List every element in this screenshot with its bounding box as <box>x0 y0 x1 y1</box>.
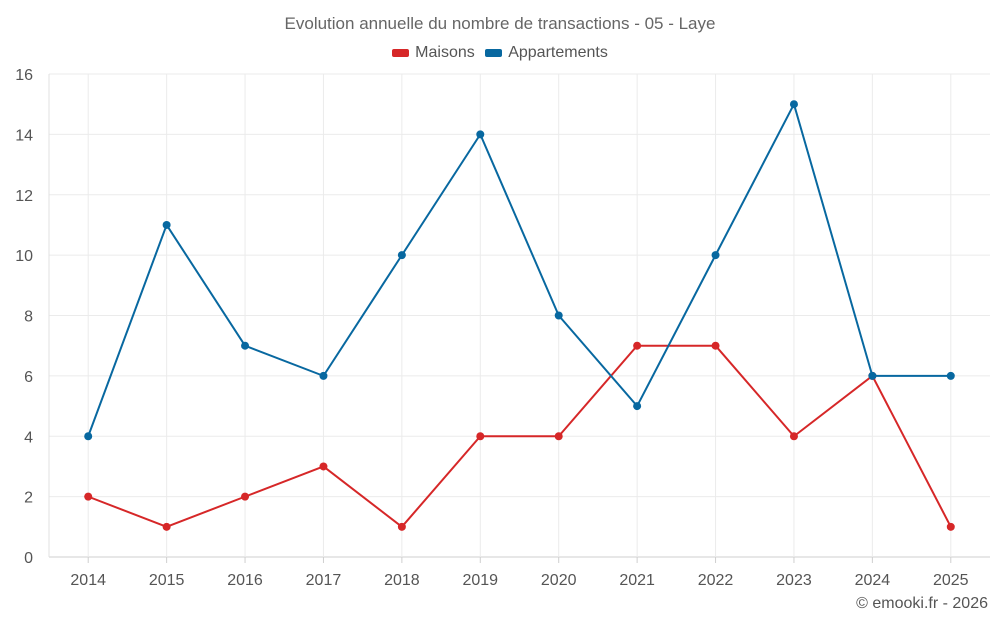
x-tick-label-2014: 2014 <box>70 572 106 589</box>
x-tick-label-2019: 2019 <box>462 572 498 589</box>
data-point-appartements-2019 <box>476 130 485 139</box>
credit-text: © emooki.fr - 2026 <box>856 595 988 612</box>
chart-legend: Maisons Appartements <box>0 44 1000 62</box>
x-tick-label-2018: 2018 <box>384 572 420 589</box>
data-point-maisons-2022 <box>711 341 720 350</box>
data-point-appartements-2020 <box>554 311 563 320</box>
x-tick-label-2022: 2022 <box>698 572 734 589</box>
y-tick-label-12: 12 <box>15 188 33 205</box>
x-tick-label-2025: 2025 <box>933 572 969 589</box>
y-tick-label-14: 14 <box>15 127 33 144</box>
data-point-appartements-2025 <box>946 371 955 380</box>
data-point-appartements-2017 <box>319 371 328 380</box>
data-point-appartements-2024 <box>868 371 877 380</box>
y-tick-label-6: 6 <box>24 369 33 386</box>
data-point-maisons-2017 <box>319 462 328 471</box>
x-tick-label-2021: 2021 <box>619 572 655 589</box>
y-tick-label-2: 2 <box>24 490 33 507</box>
x-tick-label-2023: 2023 <box>776 572 812 589</box>
series-line-appartements <box>87 103 951 437</box>
data-point-maisons-2025 <box>946 522 955 531</box>
data-point-maisons-2021 <box>633 341 642 350</box>
legend-label-appartements: Appartements <box>508 44 608 61</box>
legend-label-maisons: Maisons <box>415 44 475 61</box>
data-point-appartements-2014 <box>84 432 93 441</box>
data-point-maisons-2019 <box>476 432 485 441</box>
legend-item-appartements[interactable]: Appartements <box>485 44 608 62</box>
data-point-maisons-2015 <box>162 522 171 531</box>
x-tick-label-2015: 2015 <box>149 572 185 589</box>
data-point-appartements-2015 <box>162 220 171 229</box>
data-point-maisons-2016 <box>241 492 250 501</box>
y-tick-label-16: 16 <box>15 67 33 84</box>
data-point-maisons-2023 <box>789 432 798 441</box>
y-tick-label-8: 8 <box>24 309 33 326</box>
legend-swatch-appartements <box>485 49 503 57</box>
data-point-appartements-2021 <box>633 402 642 411</box>
data-point-maisons-2018 <box>397 522 406 531</box>
data-point-maisons-2014 <box>84 492 93 501</box>
x-tick-label-2020: 2020 <box>541 572 577 589</box>
chart-title: Evolution annuelle du nombre de transact… <box>284 14 716 33</box>
x-tick-label-2016: 2016 <box>227 572 263 589</box>
legend-swatch-maisons <box>392 49 410 57</box>
data-point-appartements-2018 <box>397 251 406 260</box>
legend-item-maisons[interactable]: Maisons <box>392 44 475 62</box>
data-point-appartements-2016 <box>241 341 250 350</box>
data-point-maisons-2020 <box>554 432 563 441</box>
series-line-maisons <box>87 344 952 528</box>
data-point-appartements-2022 <box>711 251 720 260</box>
y-tick-label-4: 4 <box>24 429 33 446</box>
y-tick-label-10: 10 <box>15 248 33 265</box>
y-tick-label-0: 0 <box>24 550 33 567</box>
x-tick-label-2017: 2017 <box>306 572 342 589</box>
x-tick-label-2024: 2024 <box>855 572 891 589</box>
data-point-appartements-2023 <box>789 100 798 109</box>
